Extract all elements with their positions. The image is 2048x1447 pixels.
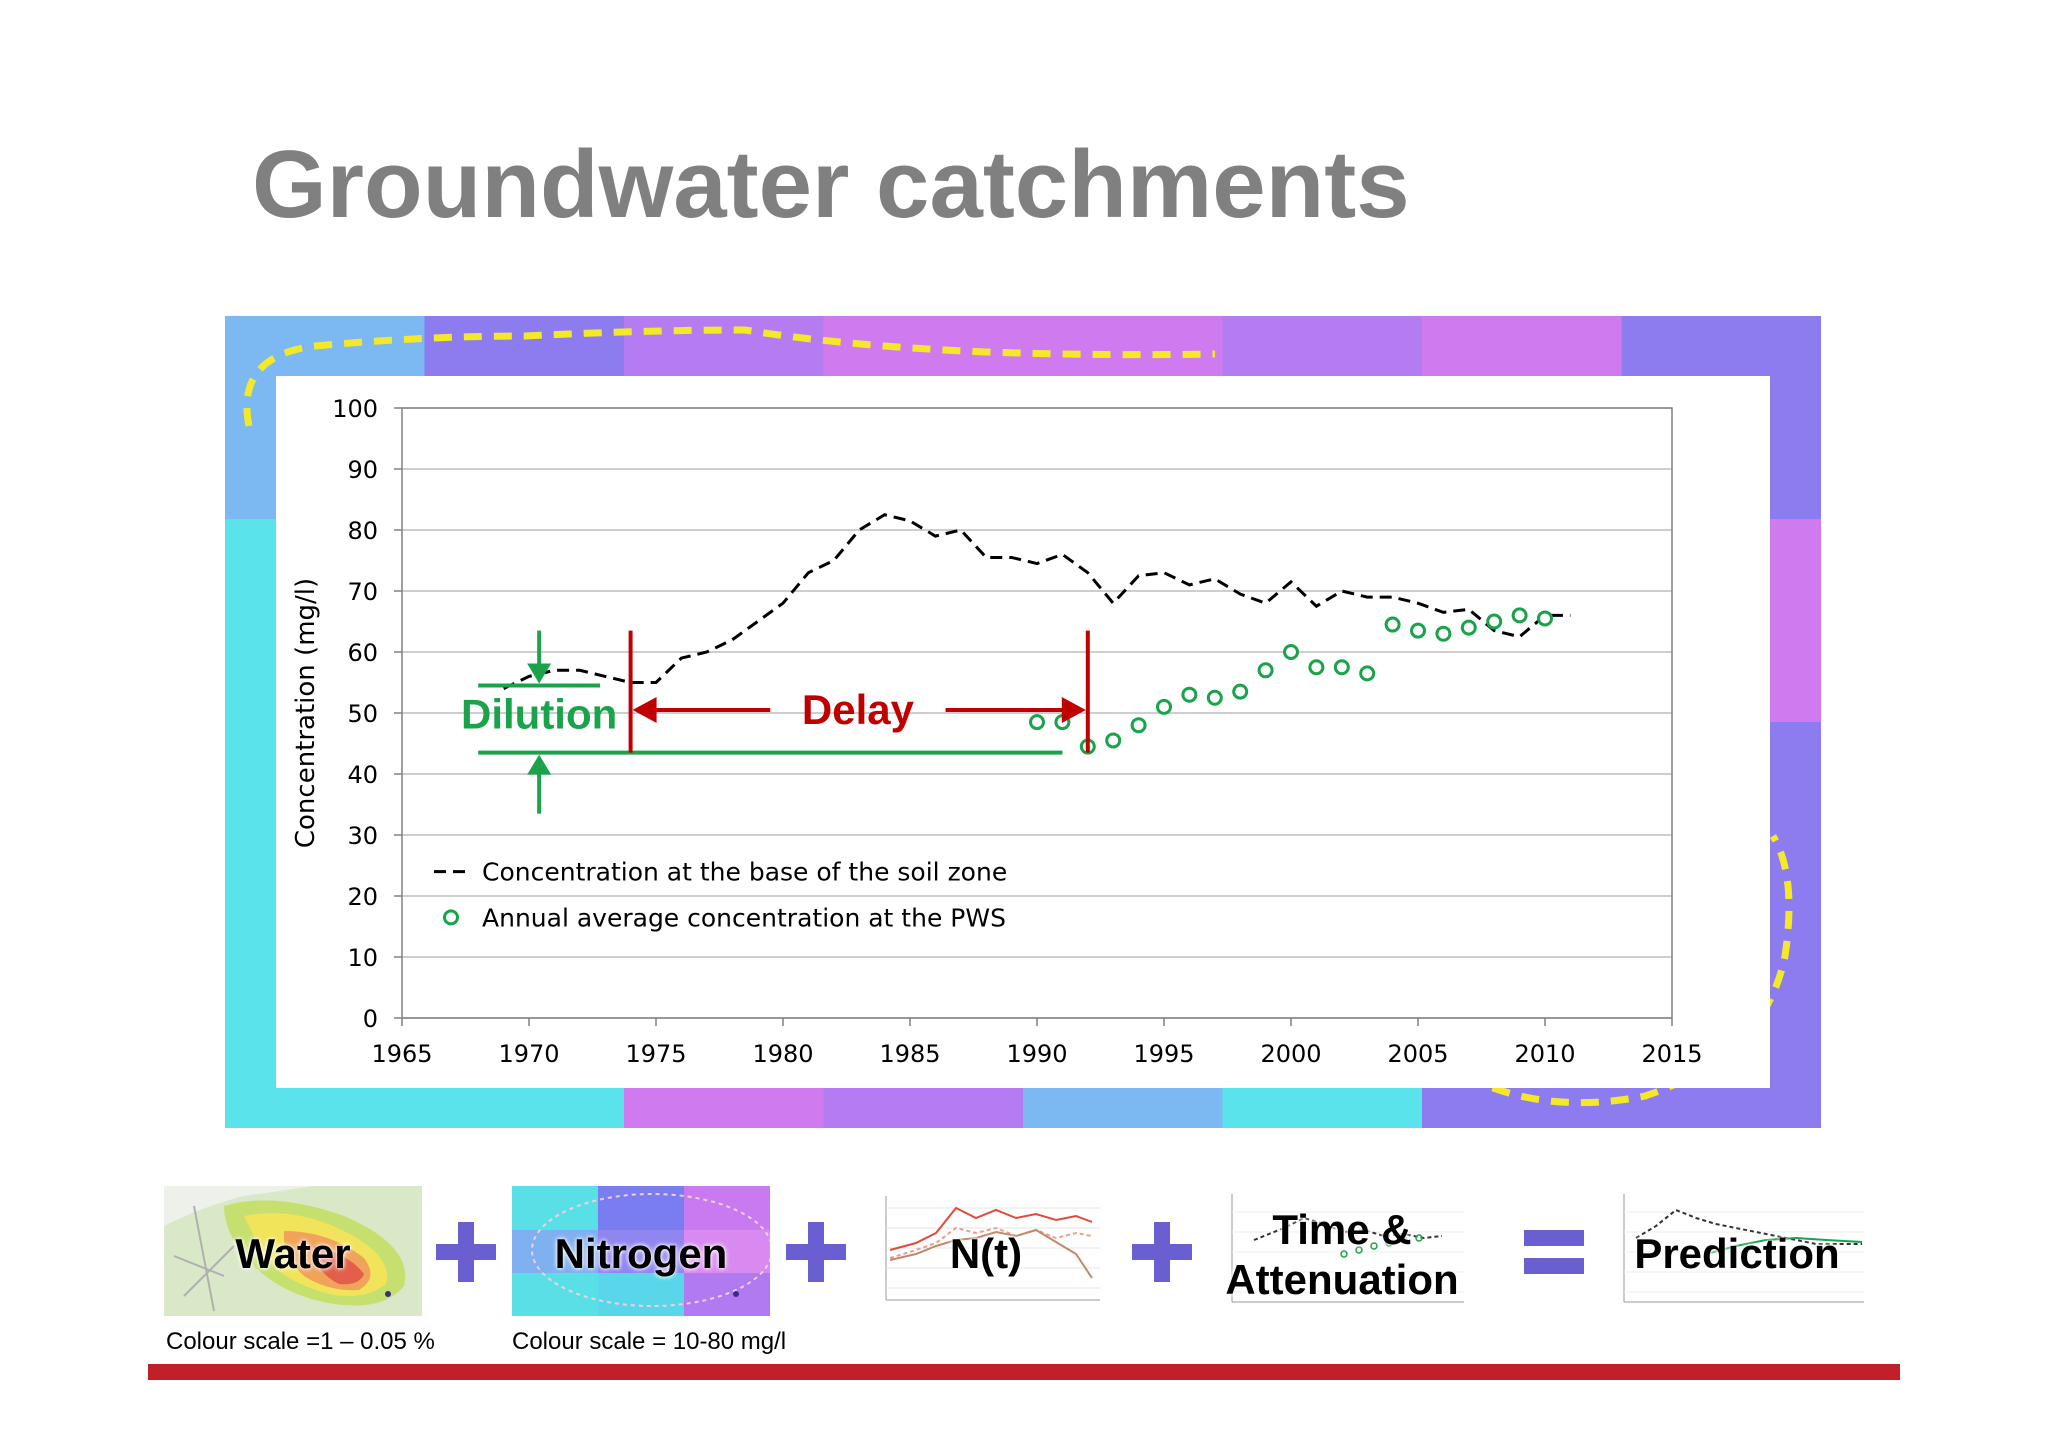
x-tick-label: 1985 <box>879 1040 940 1068</box>
legend-label-soil-zone: Concentration at the base of the soil zo… <box>482 858 1007 887</box>
nitrogen-panel: Nitrogen <box>512 1186 770 1316</box>
y-tick-label: 40 <box>347 761 378 789</box>
water-colour-scale: Colour scale =1 – 0.05 % <box>166 1328 435 1355</box>
y-tick-label: 10 <box>347 944 378 972</box>
prediction-panel: Prediction <box>1606 1188 1868 1316</box>
y-tick-label: 20 <box>347 883 378 911</box>
dilution-label: Dilution <box>461 690 617 737</box>
pws-data-point <box>1359 665 1376 682</box>
nitrogen-colour-scale: Colour scale = 10-80 mg/l <box>512 1328 787 1355</box>
y-tick-label: 100 <box>332 395 378 423</box>
x-tick-label: 1970 <box>498 1040 559 1068</box>
pws-data-point <box>1130 717 1147 734</box>
x-tick-labels: 1965 1970 1975 1980 1985 1990 1995 2000 2005 2010… <box>371 1018 1703 1068</box>
delay-label: Delay <box>802 686 915 733</box>
pws-data-point <box>1257 662 1274 679</box>
x-tick-label: 2005 <box>1387 1040 1448 1068</box>
series-points <box>1029 607 1553 755</box>
pws-data-point <box>1232 683 1249 700</box>
water-panel: Water <box>164 1186 422 1316</box>
time-label: Time & <box>1272 1206 1412 1253</box>
pws-data-point <box>1333 659 1350 676</box>
nt-label: N(t) <box>949 1230 1023 1277</box>
attenuation-label: Attenuation <box>1225 1256 1459 1303</box>
catchment-boundary-top <box>243 326 1216 427</box>
y-tick-label: 80 <box>347 517 378 545</box>
delay-arrowhead-right <box>1061 696 1086 723</box>
plus-icon <box>436 1222 496 1282</box>
series-lines <box>502 513 1571 690</box>
dilution-arrowhead-down <box>527 663 552 684</box>
x-tick-label: 2010 <box>1514 1040 1575 1068</box>
y-tick-label: 90 <box>347 456 378 484</box>
chart-card: 0 10 20 30 40 50 60 70 80 90 100 1965 1970 1975 1980 1… <box>276 376 1770 1088</box>
pws-data-point <box>1460 619 1477 636</box>
prediction-thumbnail <box>1606 1188 1868 1316</box>
prediction-label: Prediction <box>1634 1230 1840 1277</box>
pws-data-point <box>1384 616 1401 633</box>
y-axis-label: Concentration (mg/l) <box>291 578 321 848</box>
pws-data-point <box>1283 644 1299 660</box>
y-tick-label: 30 <box>347 822 378 850</box>
pws-data-point <box>1206 689 1223 706</box>
time-attenuation-panel: Time & Attenuation <box>1214 1188 1470 1316</box>
y-tick-label: 70 <box>347 578 378 606</box>
pws-data-point <box>1511 607 1528 624</box>
pws-data-point <box>1537 610 1553 627</box>
pws-data-point <box>1156 698 1172 715</box>
pws-data-point <box>1308 659 1325 676</box>
time-attenuation-thumbnail <box>1214 1188 1470 1316</box>
water-map-thumbnail <box>164 1186 422 1316</box>
annotations: Dilution Delay <box>461 630 1090 814</box>
y-tick-labels: 0 10 20 30 40 50 60 70 80 90 100 <box>332 395 402 1033</box>
slide-title: Groundwater catchments <box>252 131 1410 238</box>
legend-label-pws: Annual average concentration at the PWS <box>482 903 1006 932</box>
x-tick-label: 1990 <box>1006 1040 1067 1068</box>
y-tick-label: 50 <box>347 700 378 728</box>
x-tick-label: 1995 <box>1133 1040 1194 1068</box>
chart-legend: Concentration at the base of the soil zo… <box>434 858 1007 932</box>
y-tick-label: 0 <box>363 1005 378 1033</box>
pws-data-point <box>1486 613 1503 630</box>
nt-panel: N(t) <box>866 1188 1106 1316</box>
water-label: Water <box>235 1230 351 1277</box>
x-tick-label: 1965 <box>371 1040 432 1068</box>
plus-icon <box>786 1222 846 1282</box>
x-tick-label: 1975 <box>625 1040 686 1068</box>
pws-data-point <box>1410 622 1426 639</box>
x-tick-label: 2015 <box>1641 1040 1702 1068</box>
soil-zone-concentration-line <box>502 513 1571 690</box>
x-tick-label: 2000 <box>1260 1040 1321 1068</box>
dilution-arrowhead-up <box>527 754 552 775</box>
plus-icon <box>1132 1222 1192 1282</box>
x-tick-label: 1980 <box>752 1040 813 1068</box>
equation-strip: Water Nitrogen <box>0 1180 2048 1380</box>
nitrogen-label: Nitrogen <box>554 1230 728 1277</box>
nt-chart-thumbnail <box>866 1188 1106 1316</box>
pws-data-point <box>1435 625 1452 642</box>
pws-data-point <box>1105 732 1122 749</box>
pws-data-point <box>1029 714 1045 731</box>
footer-bar <box>148 1364 1900 1380</box>
y-tick-label: 60 <box>347 639 378 667</box>
legend-circle-swatch <box>443 909 459 926</box>
nitrogen-map-thumbnail <box>512 1186 770 1316</box>
equals-icon <box>1524 1230 1584 1274</box>
pws-data-point <box>1181 686 1198 703</box>
delay-arrowhead-left <box>632 696 657 723</box>
